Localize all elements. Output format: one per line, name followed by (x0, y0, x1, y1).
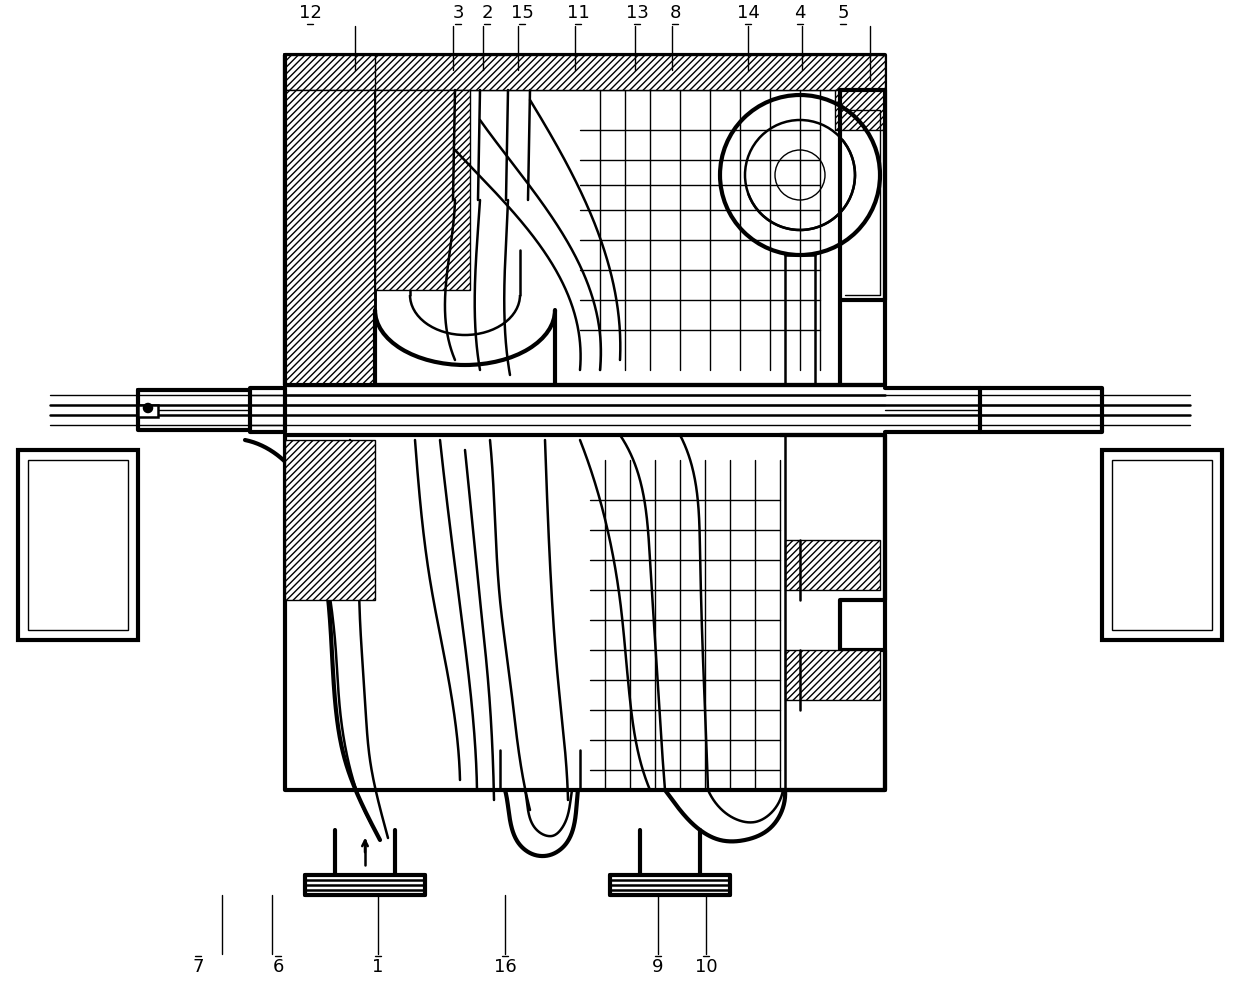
Text: 14: 14 (737, 4, 759, 22)
Text: 8: 8 (670, 4, 681, 22)
Bar (19, 450, 138, 640)
Text: 5: 5 (837, 4, 848, 22)
Text: 10: 10 (694, 958, 717, 976)
Text: 12: 12 (299, 4, 321, 22)
Bar (285, 440, 374, 600)
Bar (374, 55, 885, 90)
Bar (785, 650, 880, 700)
Text: 9: 9 (652, 958, 663, 976)
Text: 2: 2 (481, 4, 492, 22)
Bar (138, 405, 157, 417)
Text: 11: 11 (567, 4, 589, 22)
Bar (835, 90, 885, 130)
Text: 16: 16 (494, 958, 516, 976)
Text: 4: 4 (795, 4, 806, 22)
Bar (285, 90, 374, 385)
Text: 6: 6 (273, 958, 284, 976)
Text: 3: 3 (453, 4, 464, 22)
Bar (785, 540, 880, 590)
Text: 1: 1 (372, 958, 383, 976)
Bar (374, 90, 470, 290)
Circle shape (144, 404, 153, 412)
Bar (1102, 450, 1221, 640)
Bar (285, 55, 885, 90)
Bar (29, 460, 128, 630)
Bar (1112, 460, 1211, 630)
Text: 15: 15 (511, 4, 533, 22)
Text: 7: 7 (192, 958, 203, 976)
Text: 13: 13 (625, 4, 649, 22)
